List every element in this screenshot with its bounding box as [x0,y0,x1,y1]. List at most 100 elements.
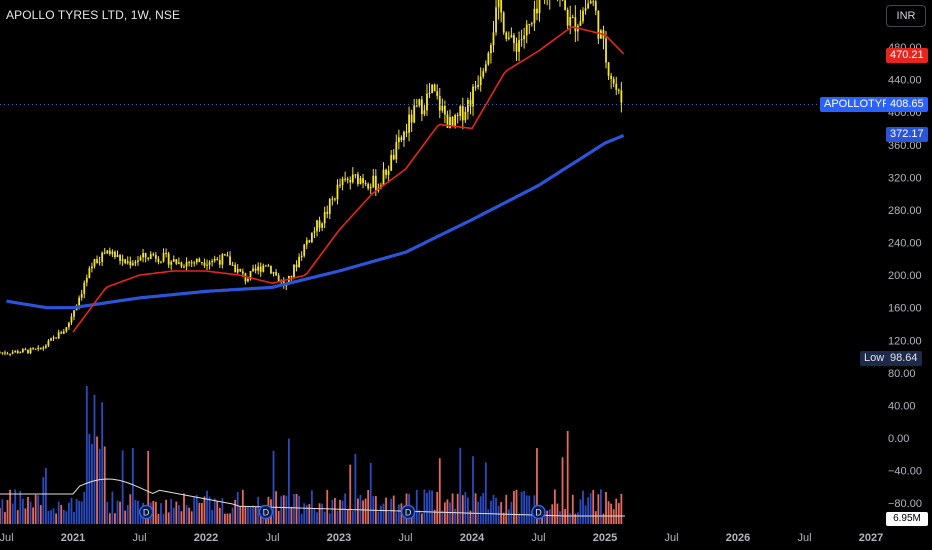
candle-body [262,265,265,272]
volume-bar [47,510,50,524]
volume-bar [364,498,367,524]
volume-bar [300,513,303,524]
candle-body [518,40,520,52]
candle-body [418,99,421,106]
candle-body [313,231,316,233]
volume-bar [410,513,413,524]
x-tick-label: Jul [0,532,14,544]
volume-bar [513,490,515,524]
candle-body [336,184,339,200]
candle-body [566,9,569,26]
volume-bar [287,438,290,524]
volume-bar [553,489,556,524]
volume-bar [32,507,34,524]
candle-body [305,240,308,245]
time-axis[interactable]: Jul 2021 Jul 2022 Jul 2023 Jul 2024 Jul 2025 Jul 20… [0,532,883,544]
candle-body [351,174,354,183]
y-tick-label: 160.00 [888,303,922,315]
y-tick-label: −80.00 [888,498,922,510]
candle-body [513,35,515,44]
candle-body [126,261,129,264]
volume-bar [111,491,114,524]
candle-body [101,252,104,262]
volume-bar [6,499,9,524]
candle-body [615,83,618,90]
candle-body [160,261,162,263]
candle-body [446,114,449,128]
volume-bar [303,503,306,524]
candle-body [564,0,566,10]
candle-body [454,115,457,126]
candle-body [27,349,29,354]
volume-bar [177,505,180,524]
volume-bar [602,513,605,524]
candle-body [65,327,68,332]
x-tick-label: Jul [265,532,279,544]
volume-bar [615,498,618,524]
volume-bar [528,495,531,524]
candle-body [528,23,531,25]
candle-body [185,262,188,267]
volume-bar [582,490,584,524]
candle-body [183,266,185,268]
volume-bar [392,495,395,524]
candle-body [167,253,170,265]
y-tick-label: 240.00 [888,238,922,250]
low-value: 98.64 [886,351,922,366]
volume-bar [484,462,487,524]
candle-body [195,258,198,263]
candle-body [536,8,538,14]
candle-body [397,137,400,143]
candle-body [177,262,180,264]
volume-bar [589,493,592,524]
volume-bar [461,495,464,524]
candle-body [188,262,191,264]
volume-bar [60,505,63,524]
candle-body [530,23,533,25]
candle-body [259,266,262,272]
candle-body [6,353,9,355]
volume-bar [298,495,300,524]
volume-bar [11,503,14,524]
volume-bar [464,491,467,524]
candle-body [4,352,6,354]
volume-bar [428,490,431,524]
candle-body [295,264,298,268]
candle-body [449,117,451,128]
candle-body [339,184,341,186]
candle-body [203,262,206,266]
candle-body [78,297,81,306]
volume-bar [459,447,462,524]
price-axis[interactable]: 480.00440.00400.00360.00320.00280.00240.… [888,42,922,510]
volume-bar [39,505,42,524]
currency-button[interactable]: INR [886,5,926,27]
volume-bar [395,512,398,524]
volume-bar [172,507,175,524]
candle-body [461,106,464,121]
volume-bar [571,494,574,524]
volume-bar [530,511,533,524]
candle-body [170,261,173,265]
volume-bar [52,508,55,524]
candle-body [569,17,572,26]
candle-body [241,271,244,274]
candle-body [479,76,482,86]
volume-bar [249,506,252,524]
volume-bar [157,513,160,524]
candle-body [505,32,508,39]
volume-bar [390,498,393,524]
candle-body [134,261,137,264]
volume-bar [80,501,83,524]
volume-bar [119,501,121,524]
candle-body [492,32,495,46]
dividend-letter: D [405,508,412,518]
candle-body [484,64,487,72]
volume-bar [467,497,469,524]
candle-body [70,316,73,323]
volume-bar [326,489,329,524]
volume-bar [543,513,546,524]
volume-bar [282,495,285,524]
volume-bar [377,511,380,524]
candle-body [431,84,433,94]
